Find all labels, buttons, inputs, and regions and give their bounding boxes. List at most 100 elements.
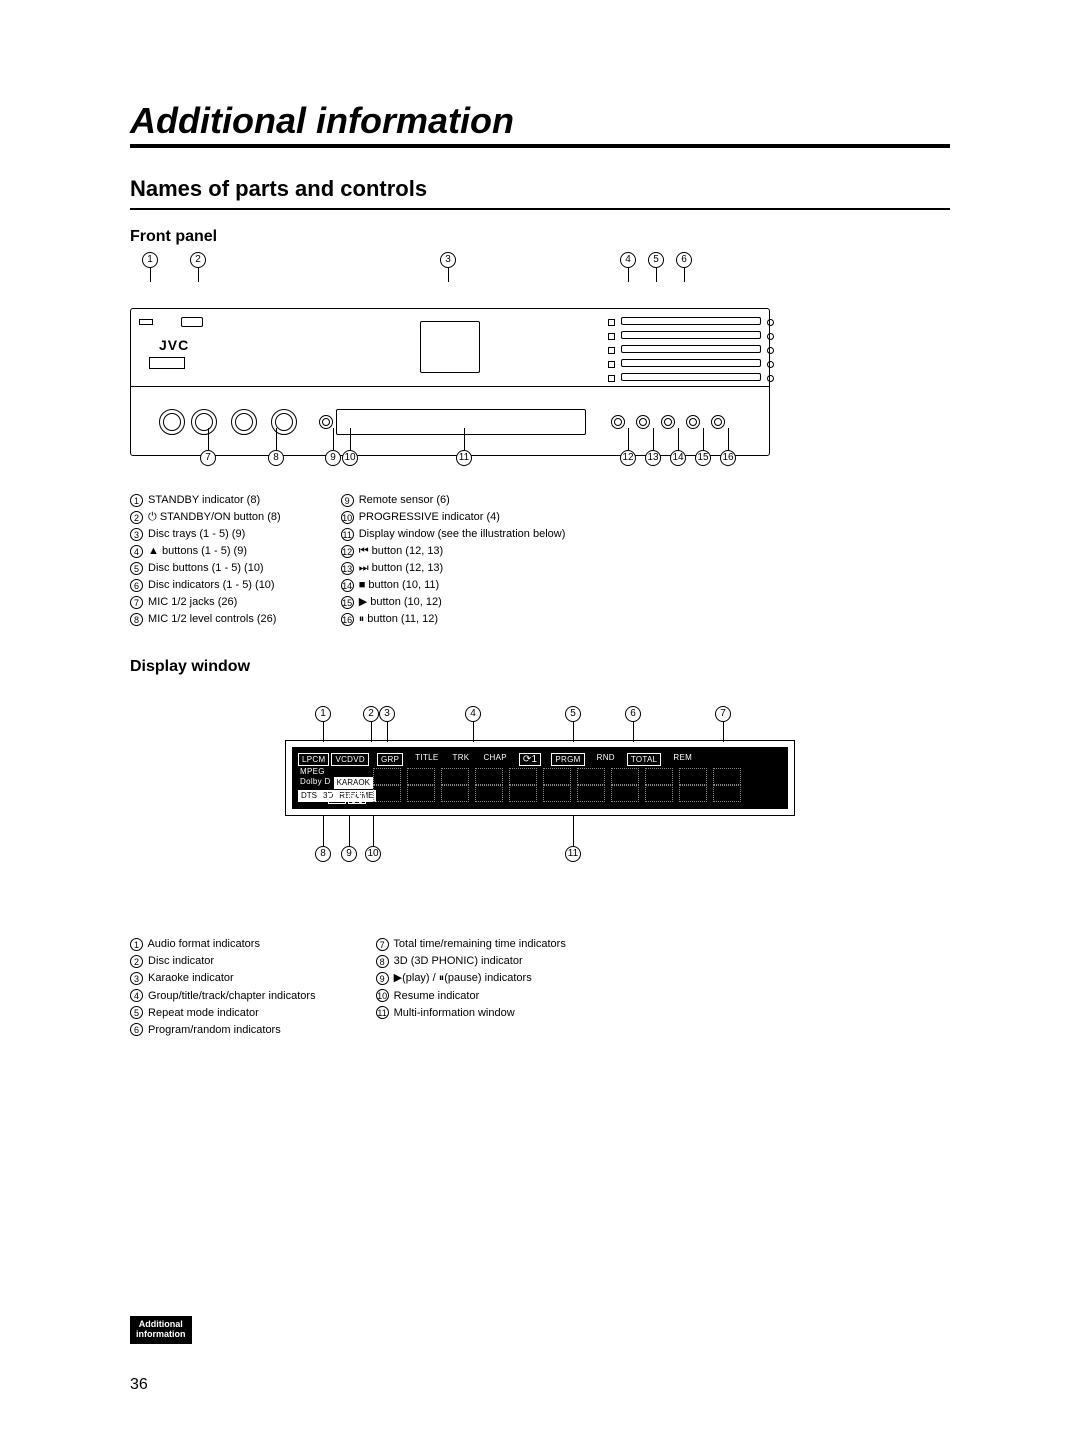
legend-num: 7 — [376, 938, 389, 951]
callout-3: 3 — [440, 252, 456, 268]
rnd-tag: RND — [595, 753, 617, 766]
legend-text: Disc trays (1 - 5) (9) — [145, 528, 245, 540]
next-button — [636, 415, 650, 429]
display-window-diagram: LPCM VCDVD MPEG Dolby D KARAOK DTS 3D RE… — [285, 706, 795, 876]
stop-button — [661, 415, 675, 429]
legend-num: 14 — [341, 579, 354, 592]
section-tab: Additional information — [130, 1316, 192, 1344]
callout-7: 7 — [200, 450, 216, 466]
legend-item: 8 MIC 1/2 level controls (26) — [130, 611, 281, 628]
callout-8: 8 — [268, 450, 284, 466]
section-tab-line2: information — [136, 1330, 186, 1340]
legend-text: Karaoke indicator — [145, 972, 234, 984]
seven-segment-row — [373, 768, 781, 802]
callout-12: 12 — [620, 450, 636, 466]
legend-item: 8 3D (3D PHONIC) indicator — [376, 953, 566, 970]
legend-num: 4 — [130, 989, 143, 1002]
legend-num: 2 — [130, 955, 143, 968]
legend-item: 1 Audio format indicators — [130, 936, 316, 953]
legend-item: 5 Repeat mode indicator — [130, 1005, 316, 1022]
legend-num: 9 — [376, 972, 389, 985]
legend-item: 16 ⏸ button (11, 12) — [341, 611, 566, 628]
legend-num: 11 — [376, 1006, 389, 1019]
display-window-legend-right: 7 Total time/remaining time indicators8 … — [376, 936, 566, 1038]
play-button — [686, 415, 700, 429]
mpeg-tag: MPEG — [298, 767, 376, 776]
legend-text: 3D (3D PHONIC) indicator — [391, 955, 523, 967]
legend-num: 8 — [130, 613, 143, 626]
display-window-legend: 1 Audio format indicators2 Disc indicato… — [130, 936, 950, 1038]
front-panel-diagram: JVC 12345678910111213141516 — [130, 252, 950, 472]
callout-13: 13 — [645, 450, 661, 466]
callout-9: 9 — [341, 846, 357, 862]
legend-num: 13 — [341, 562, 354, 575]
page-number: 36 — [130, 1376, 148, 1394]
front-panel-legend-right: 9 Remote sensor (6) 10 PROGRESSIVE indica… — [341, 492, 566, 628]
legend-text: Disc buttons (1 - 5) (10) — [145, 562, 264, 574]
front-panel-heading: Front panel — [130, 228, 950, 246]
legend-num: 1 — [130, 938, 143, 951]
front-panel-legend: 1 STANDBY indicator (8)2 ⏻ STANDBY/ON bu… — [130, 492, 950, 628]
dolby-tag: Dolby D — [298, 777, 333, 789]
pause-button — [711, 415, 725, 429]
legend-num: 7 — [130, 596, 143, 609]
display-window-slot — [336, 409, 586, 435]
legend-num: 1 — [130, 494, 143, 507]
legend-item: 9 ▶(play) / ⏸(pause) indicators — [376, 970, 566, 987]
legend-text: ▶(play) / ⏸(pause) indicators — [391, 972, 532, 984]
callout-3: 3 — [379, 706, 395, 722]
title-tag: TITLE — [413, 753, 440, 766]
callout-9: 9 — [325, 450, 341, 466]
legend-text: ▶ button (10, 12) — [356, 596, 442, 608]
legend-text: Total time/remaining time indicators — [391, 938, 566, 950]
legend-text: ▲ buttons (1 - 5) (9) — [145, 545, 247, 557]
legend-num: 10 — [341, 511, 354, 524]
callout-7: 7 — [715, 706, 731, 722]
legend-text: Remote sensor (6) — [356, 494, 450, 506]
legend-num: 5 — [130, 1006, 143, 1019]
karaok-tag: KARAOK — [334, 777, 373, 789]
legend-text: Audio format indicators — [145, 938, 260, 950]
page-title: Additional information — [130, 100, 950, 148]
legend-num: 6 — [130, 1023, 143, 1036]
rem-tag: REM — [671, 753, 694, 766]
legend-text: Group/title/track/chapter indicators — [145, 990, 316, 1002]
device-outline: JVC — [130, 308, 770, 456]
legend-num: 2 — [130, 511, 143, 524]
legend-item: 4 ▲ buttons (1 - 5) (9) — [130, 543, 281, 560]
callout-11: 11 — [456, 450, 472, 466]
legend-text: Multi-information window — [391, 1007, 515, 1019]
legend-text: Display window (see the illustration bel… — [356, 528, 566, 540]
prev-button — [611, 415, 625, 429]
callout-5: 5 — [565, 706, 581, 722]
legend-text: STANDBY indicator (8) — [145, 494, 260, 506]
legend-item: 12 ⏮ button (12, 13) — [341, 543, 566, 560]
callout-6: 6 — [625, 706, 641, 722]
legend-num: 3 — [130, 972, 143, 985]
disc-slots — [621, 317, 761, 381]
legend-item: 6 Disc indicators (1 - 5) (10) — [130, 577, 281, 594]
legend-item: 7 MIC 1/2 jacks (26) — [130, 594, 281, 611]
legend-item: 2 ⏻ STANDBY/ON button (8) — [130, 509, 281, 526]
legend-item: 15 ▶ button (10, 12) — [341, 594, 566, 611]
callout-4: 4 — [620, 252, 636, 268]
callout-1: 1 — [315, 706, 331, 722]
legend-num: 6 — [130, 579, 143, 592]
legend-text: ⏸ button (11, 12) — [356, 613, 438, 625]
trk-tag: TRK — [451, 753, 472, 766]
legend-item: 6 Program/random indicators — [130, 1022, 316, 1039]
jvc-logo: JVC — [159, 337, 189, 353]
callout-10: 10 — [365, 846, 381, 862]
display-window-heading: Display window — [130, 658, 950, 676]
legend-item: 3 Karaoke indicator — [130, 970, 316, 987]
prgm-tag: PRGM — [551, 753, 584, 766]
legend-item: 10 Resume indicator — [376, 988, 566, 1005]
legend-item: 13 ⏭ button (12, 13) — [341, 560, 566, 577]
legend-item: 4 Group/title/track/chapter indicators — [130, 988, 316, 1005]
front-panel-legend-left: 1 STANDBY indicator (8)2 ⏻ STANDBY/ON bu… — [130, 492, 281, 628]
legend-text: ⏻ STANDBY/ON button (8) — [145, 511, 281, 523]
legend-item: 9 Remote sensor (6) — [341, 492, 566, 509]
legend-item: 7 Total time/remaining time indicators — [376, 936, 566, 953]
legend-text: PROGRESSIVE indicator (4) — [356, 511, 500, 523]
mic-jack-2 — [191, 409, 217, 435]
